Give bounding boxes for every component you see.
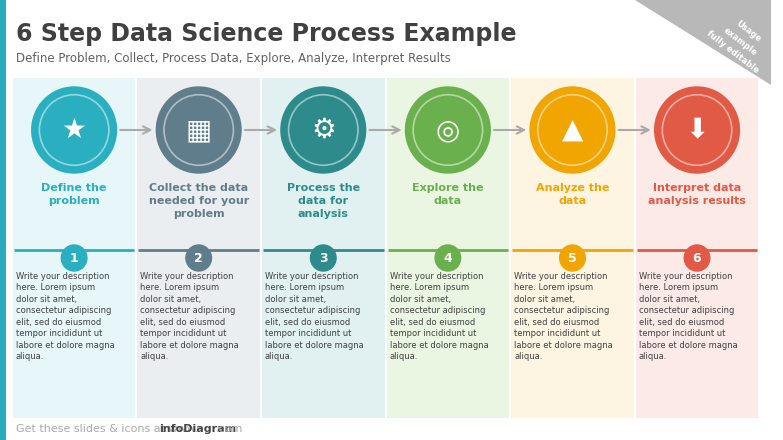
Polygon shape <box>635 0 771 85</box>
Text: ◎: ◎ <box>436 116 460 144</box>
Circle shape <box>32 87 117 173</box>
Text: 6: 6 <box>693 252 702 264</box>
Text: Interpret data
analysis results: Interpret data analysis results <box>648 183 746 206</box>
Text: Explore the
data: Explore the data <box>412 183 484 206</box>
Circle shape <box>684 245 710 271</box>
Text: 4: 4 <box>443 252 453 264</box>
FancyArrowPatch shape <box>494 126 524 134</box>
Circle shape <box>186 245 211 271</box>
Text: infoDiagram: infoDiagram <box>159 424 236 434</box>
Circle shape <box>435 245 460 271</box>
Text: Collect the data
needed for your
problem: Collect the data needed for your problem <box>149 183 249 219</box>
Circle shape <box>157 87 241 173</box>
Text: Define Problem, Collect, Process Data, Explore, Analyze, Interpret Results: Define Problem, Collect, Process Data, E… <box>16 52 451 65</box>
Circle shape <box>311 245 336 271</box>
FancyBboxPatch shape <box>137 78 260 418</box>
Text: ▲: ▲ <box>561 116 583 144</box>
Text: 1: 1 <box>70 252 78 264</box>
Text: 3: 3 <box>319 252 327 264</box>
FancyBboxPatch shape <box>0 0 6 440</box>
Text: Write your description
here. Lorem ipsum
dolor sit amet,
consectetur adipiscing
: Write your description here. Lorem ipsum… <box>639 272 738 361</box>
Text: 2: 2 <box>194 252 203 264</box>
Text: ⚙: ⚙ <box>311 116 336 144</box>
FancyBboxPatch shape <box>13 78 135 418</box>
Circle shape <box>281 87 366 173</box>
Text: 6 Step Data Science Process Example: 6 Step Data Science Process Example <box>16 22 516 46</box>
Text: Write your description
here. Lorem ipsum
dolor sit amet,
consectetur adipiscing
: Write your description here. Lorem ipsum… <box>265 272 363 361</box>
FancyBboxPatch shape <box>262 78 384 418</box>
Circle shape <box>530 87 615 173</box>
Text: .com: .com <box>215 424 243 434</box>
FancyBboxPatch shape <box>387 78 509 418</box>
Circle shape <box>655 87 739 173</box>
FancyArrowPatch shape <box>619 126 648 134</box>
Text: ★: ★ <box>62 116 87 144</box>
Text: ⬇: ⬇ <box>685 116 709 144</box>
Text: Write your description
here. Lorem ipsum
dolor sit amet,
consectetur adipiscing
: Write your description here. Lorem ipsum… <box>389 272 489 361</box>
Circle shape <box>560 245 585 271</box>
FancyBboxPatch shape <box>636 78 759 418</box>
Text: Write your description
here. Lorem ipsum
dolor sit amet,
consectetur adipiscing
: Write your description here. Lorem ipsum… <box>514 272 613 361</box>
Circle shape <box>406 87 490 173</box>
Circle shape <box>61 245 87 271</box>
Text: 5: 5 <box>568 252 577 264</box>
Text: Write your description
here. Lorem ipsum
dolor sit amet,
consectetur adipiscing
: Write your description here. Lorem ipsum… <box>140 272 239 361</box>
Text: Get these slides & icons at www.: Get these slides & icons at www. <box>16 424 198 434</box>
Text: ▦: ▦ <box>186 116 212 144</box>
FancyBboxPatch shape <box>511 78 633 418</box>
Text: Write your description
here. Lorem ipsum
dolor sit amet,
consectetur adipiscing
: Write your description here. Lorem ipsum… <box>16 272 114 361</box>
FancyArrowPatch shape <box>121 126 150 134</box>
FancyArrowPatch shape <box>370 126 399 134</box>
Text: Analyze the
data: Analyze the data <box>536 183 609 206</box>
Text: Define the
problem: Define the problem <box>41 183 106 206</box>
Text: Process the
data for
analysis: Process the data for analysis <box>287 183 360 219</box>
Text: Usage
example
fully editable: Usage example fully editable <box>705 8 777 75</box>
FancyArrowPatch shape <box>245 126 275 134</box>
